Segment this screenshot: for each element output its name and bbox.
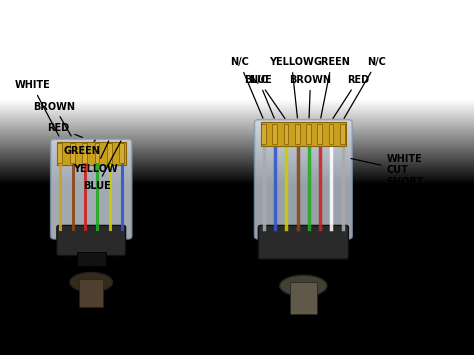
Text: BLUE: BLUE [83, 141, 121, 191]
Ellipse shape [280, 275, 327, 296]
Text: BROWN: BROWN [290, 75, 331, 118]
Text: N/C: N/C [230, 57, 263, 118]
Bar [340, 124, 345, 144]
Bar [328, 124, 333, 144]
Bar [119, 143, 124, 163]
Text: N/C: N/C [249, 75, 274, 118]
Text: RED: RED [333, 75, 369, 118]
FancyBboxPatch shape [57, 225, 126, 256]
Text: YELLOW: YELLOW [269, 57, 314, 118]
Bar [82, 143, 87, 163]
Text: BLUE: BLUE [245, 75, 285, 119]
Text: WHITE: WHITE [14, 80, 59, 136]
Bar [70, 143, 74, 163]
Text: YELLOW: YELLOW [73, 141, 118, 174]
Text: N/C: N/C [344, 57, 386, 118]
Bar [57, 143, 62, 163]
FancyBboxPatch shape [258, 225, 348, 259]
Text: WHITE
CUT
SHORT: WHITE CUT SHORT [351, 154, 424, 187]
FancyBboxPatch shape [255, 120, 352, 239]
Bar [76, 252, 106, 266]
Bar [80, 279, 103, 307]
Bar [318, 124, 322, 144]
Bar [261, 122, 346, 146]
Bar [95, 143, 100, 163]
Text: MOUNT END: MOUNT END [19, 17, 104, 29]
Bar [290, 282, 317, 314]
Bar [261, 124, 266, 144]
Text: RED: RED [47, 123, 82, 137]
Bar [283, 124, 288, 144]
Text: V3 HANDSET END: V3 HANDSET END [237, 17, 360, 29]
Text: BROWN: BROWN [33, 102, 75, 136]
Bar [295, 124, 300, 144]
Bar [273, 124, 277, 144]
Bar [306, 124, 311, 144]
Ellipse shape [70, 273, 113, 292]
Text: GREEN: GREEN [313, 57, 350, 118]
Bar [107, 143, 112, 163]
FancyBboxPatch shape [51, 139, 132, 239]
Text: GREEN: GREEN [64, 140, 101, 156]
Bar [57, 142, 126, 165]
